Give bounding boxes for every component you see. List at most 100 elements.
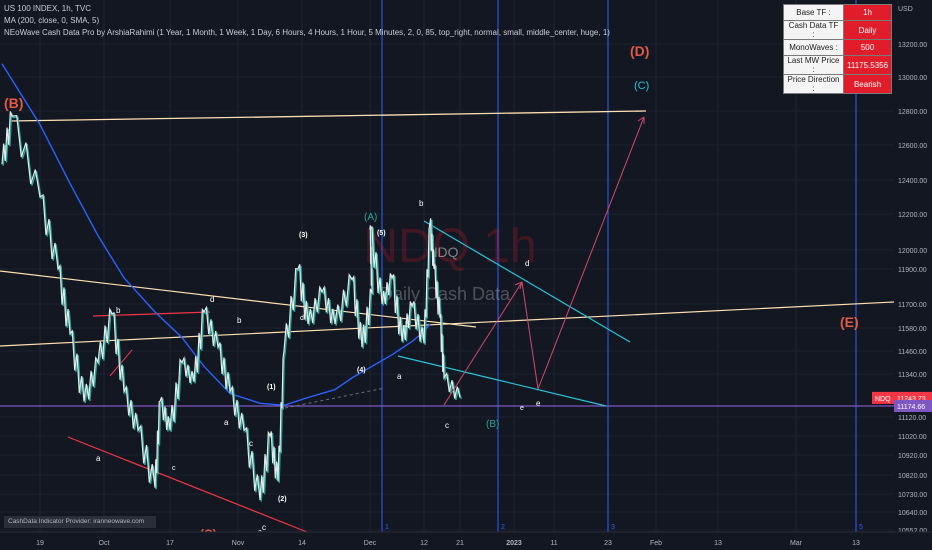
x-axis-bg [0, 532, 932, 550]
watermark-subtitle: Daily Cash Data [380, 284, 511, 304]
wave-label: (E) [840, 314, 859, 330]
x-tick-label: Mar [790, 540, 803, 547]
x-tick-label: 2023 [506, 540, 522, 547]
projection-up [443, 281, 523, 406]
triangle-lower [397, 355, 607, 407]
info-panel: Base TF :1h Cash Data TF : Daily MonoWave… [783, 4, 893, 94]
projection-rise [537, 116, 645, 390]
y-tick-label: 12800.00 [898, 109, 927, 116]
chart-layer: 1 2 3 5 NDQ 1h Daily Cash Data NDQ (B) (D) (C) (E)… [0, 0, 895, 541]
y-tick-label: 13000.00 [898, 75, 927, 82]
wave-label: (B) [486, 419, 499, 430]
info-row: Cash Data TF : Daily [783, 20, 893, 40]
wave-label: (4) [357, 367, 366, 374]
y-tick-label: 12200.00 [898, 212, 927, 219]
level-value: 11174.66 [897, 404, 925, 411]
wave-label: (2) [278, 496, 287, 503]
projection-arrowhead [637, 116, 645, 124]
y-tick-label: 11900.00 [898, 267, 927, 274]
wave-label: b [419, 199, 424, 208]
x-tick-label: 23 [604, 540, 612, 547]
y-tick-label: 12000.00 [898, 248, 927, 255]
wave-label: c [445, 421, 449, 430]
x-tick-label: 21 [456, 540, 464, 547]
info-value: 500 [842, 39, 893, 56]
y-tick-label: 10920.00 [898, 453, 927, 460]
info-row: Base TF :1h [783, 4, 893, 21]
symbol-title: US 100 INDEX, 1h, TVC [4, 4, 91, 13]
wave-label: e [536, 399, 541, 408]
projection-arrowhead [514, 281, 523, 290]
wave-label: b [116, 306, 121, 315]
trendline-upper [9, 110, 647, 122]
wave-label: (1) [267, 384, 276, 391]
x-axis: 19 Oct 17 Nov 14 Dec 12 21 2023 11 23 Feb 13 Mar 13 [0, 531, 932, 550]
info-value: Daily [842, 20, 893, 40]
x-tick-label: Dec [364, 540, 377, 547]
y-tick-label: 12400.00 [898, 178, 927, 185]
wave-label: (5) [377, 230, 386, 237]
info-label: Last MW Price : [783, 55, 844, 75]
info-label: Base TF : [783, 4, 844, 21]
level-badge [894, 400, 932, 412]
last-price-symbol: NDQ [875, 396, 891, 403]
watermark-symbol: NDQ 1h [363, 220, 536, 273]
info-row: Price Direction : Bearish [783, 74, 893, 94]
x-tick-label: 12 [420, 540, 428, 547]
credit-label: CashData Indicator Provider: iranneowave… [4, 516, 156, 528]
vertical-marker-label: 3 [611, 524, 615, 531]
currency-label: USD [898, 6, 913, 13]
trendline-rising [0, 301, 895, 347]
y-tick-label: 11460.00 [898, 349, 927, 356]
x-tick-label: 14 [298, 540, 306, 547]
triangle-upper [423, 220, 631, 343]
wave-label: d [525, 259, 529, 268]
vertical-marker-label: 5 [859, 524, 863, 531]
y-tick-label: 11120.00 [898, 415, 926, 422]
price-line-teal [2, 112, 462, 502]
vertical-marker-label: 2 [501, 524, 505, 531]
price-line [1, 111, 461, 501]
wave-label: a [224, 418, 229, 427]
info-row: MonoWaves :500 [783, 39, 893, 56]
info-label: Price Direction : [783, 74, 844, 94]
wave-label: d [210, 295, 214, 304]
ma-line [1, 63, 431, 407]
info-label: Cash Data TF : [783, 20, 844, 40]
last-price-value: 11243.73 [897, 396, 926, 403]
wave-label: d [300, 315, 304, 322]
y-tick-label: 11700.00 [898, 302, 927, 309]
wave-label: c [262, 523, 266, 532]
y-tick-label: 11020.00 [898, 434, 927, 441]
wave-label: b [237, 316, 242, 325]
wave-label: (D) [630, 43, 649, 59]
trendline-descending [0, 270, 477, 328]
wave-label: (B) [4, 95, 23, 111]
y-tick-label: 10730.00 [898, 492, 927, 499]
x-tick-label: Oct [99, 540, 110, 547]
info-value: 11175.5356 [842, 55, 893, 75]
y-tick-label: 10820.00 [898, 473, 927, 480]
wave-label: b [405, 320, 410, 329]
x-tick-label: 11 [550, 540, 557, 547]
vertical-marker-label: 1 [385, 524, 389, 531]
wave-label: a [397, 372, 402, 381]
wave-label: (A) [364, 212, 377, 223]
y-axis-bg [894, 0, 932, 550]
wave-label: c [249, 439, 253, 448]
trendline-red-lower [67, 436, 308, 533]
wave-label: (3) [299, 232, 308, 239]
wave-label: e [520, 405, 524, 412]
dashed-guide [284, 387, 386, 409]
y-tick-label: 11340.00 [898, 372, 927, 379]
ma-legend: MA (200, close, 0, SMA, 5) [4, 16, 100, 25]
y-tick-label: 10640.00 [898, 510, 927, 517]
last-price-symbol-badge [872, 391, 894, 404]
y-tick-label: 11580.00 [898, 326, 927, 333]
y-tick-label: 13200.00 [898, 42, 927, 49]
projection-down [521, 281, 539, 390]
y-tick-label: 12600.00 [898, 143, 927, 150]
info-row: Last MW Price :11175.5356 [783, 55, 893, 75]
